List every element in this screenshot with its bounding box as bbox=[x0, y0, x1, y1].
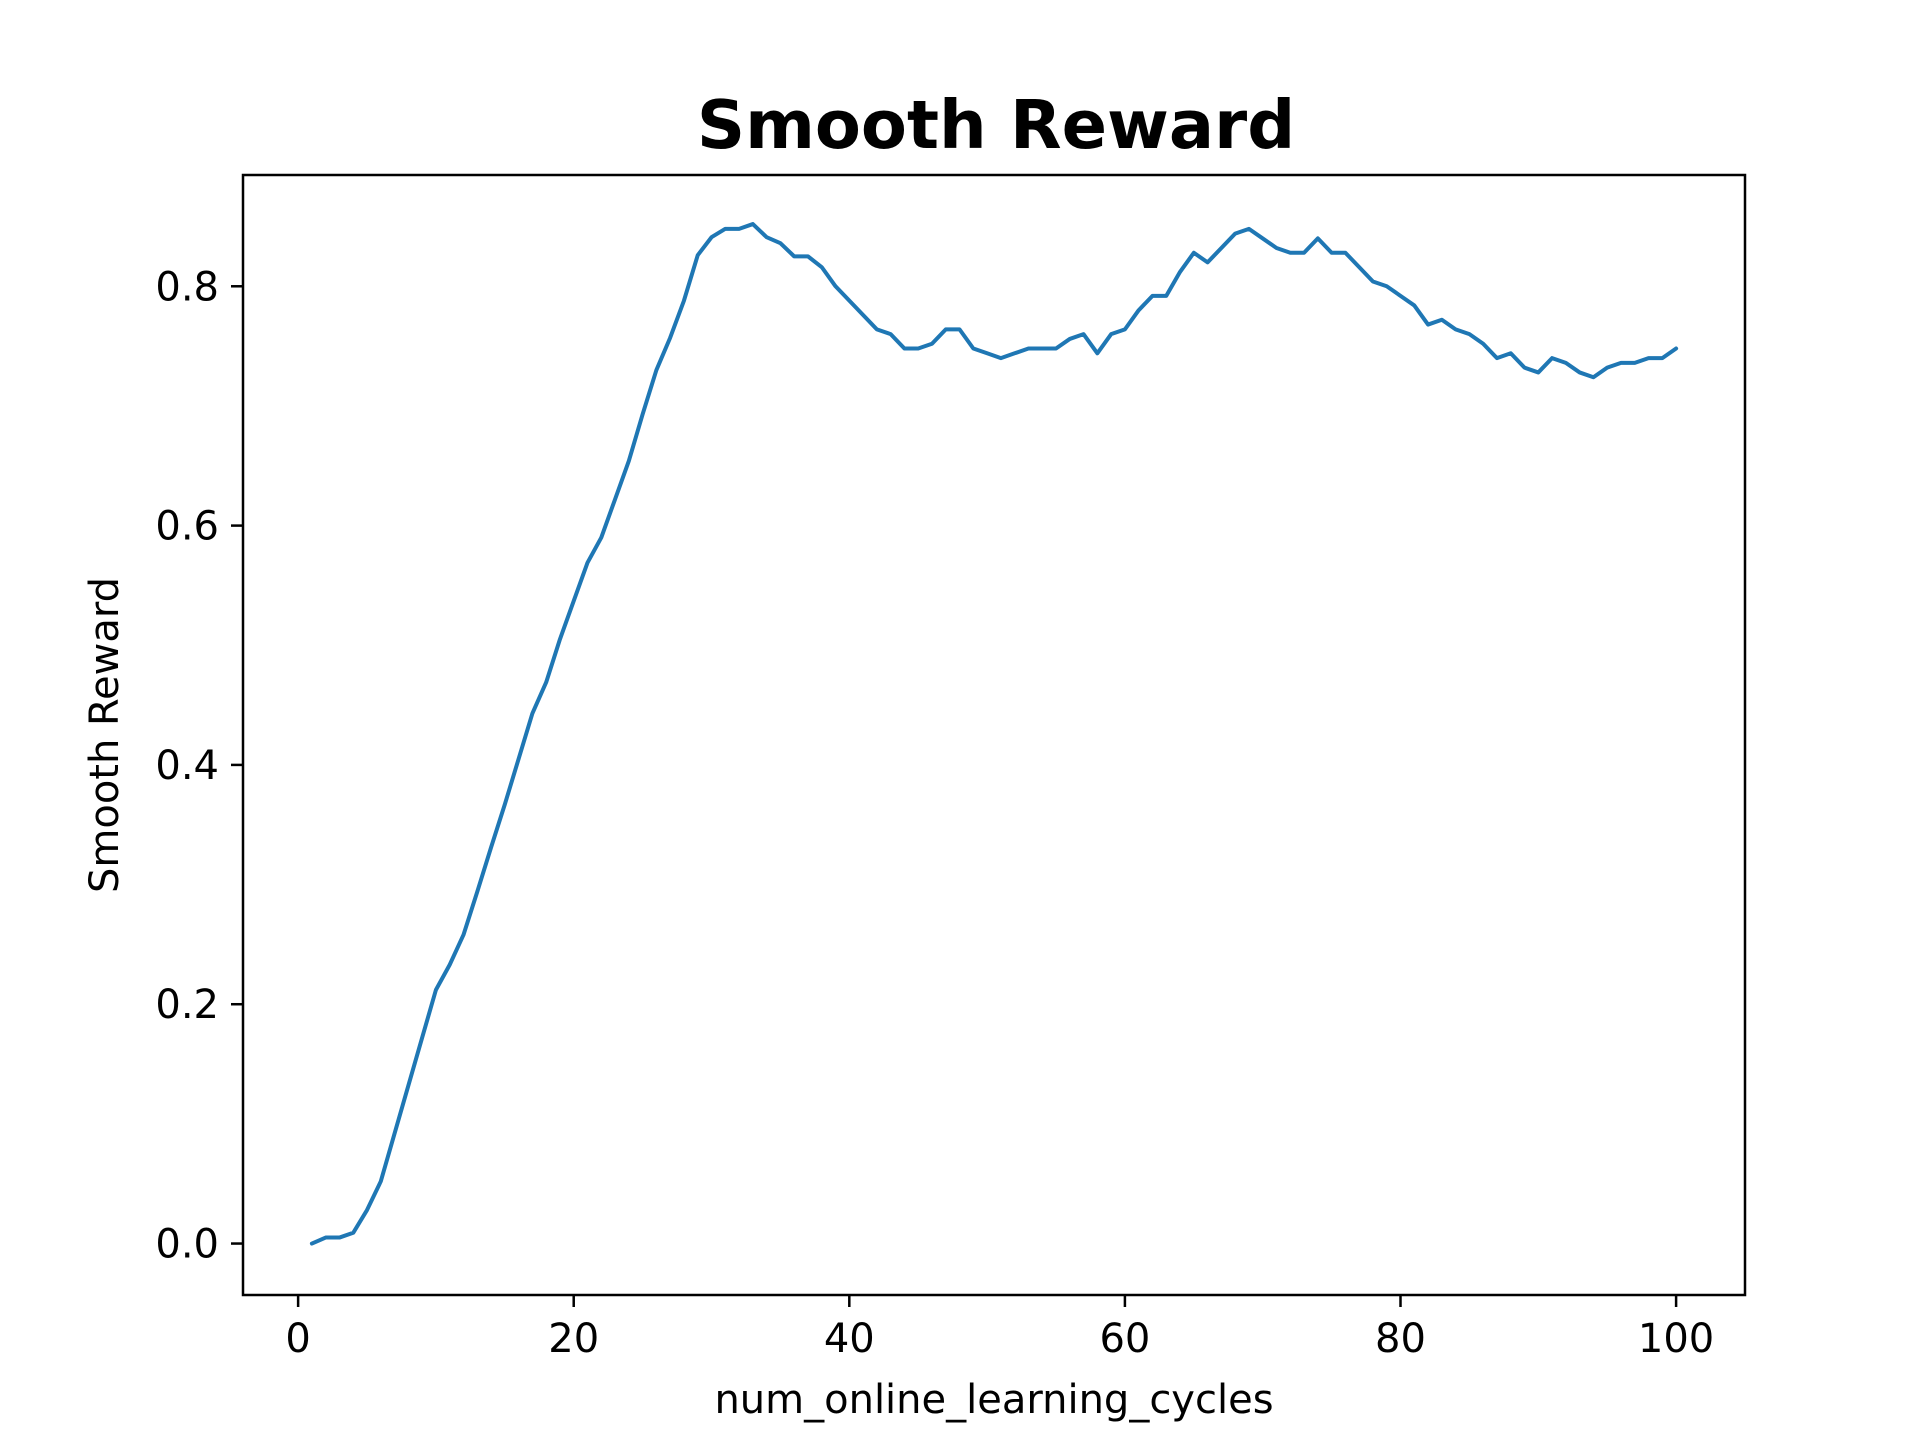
y-axis-ticks: 0.0 0.2 0.4 0.6 0.8 bbox=[155, 264, 243, 1268]
x-tick-label: 20 bbox=[548, 1316, 599, 1362]
x-tick-label: 40 bbox=[824, 1316, 875, 1362]
x-tick-label: 60 bbox=[1099, 1316, 1150, 1362]
y-axis-label: Smooth Reward bbox=[82, 577, 128, 893]
y-tick-label: 0.2 bbox=[155, 982, 219, 1028]
plot-area bbox=[241, 173, 1747, 1297]
x-axis-label: num_online_learning_cycles bbox=[714, 1377, 1273, 1423]
x-axis-ticks: 0 20 40 60 80 100 bbox=[285, 1295, 1714, 1362]
x-tick-label: 80 bbox=[1375, 1316, 1426, 1362]
y-tick-label: 0.4 bbox=[155, 743, 219, 789]
x-tick-label: 100 bbox=[1638, 1316, 1714, 1362]
chart-title: Smooth Reward bbox=[697, 86, 1295, 164]
y-tick-label: 0.6 bbox=[155, 504, 219, 550]
y-tick-label: 0.0 bbox=[155, 1222, 219, 1268]
x-tick-label: 0 bbox=[285, 1316, 310, 1362]
y-tick-label: 0.8 bbox=[155, 264, 219, 310]
axes-frame bbox=[241, 173, 1747, 1297]
series-line bbox=[309, 222, 1679, 1246]
